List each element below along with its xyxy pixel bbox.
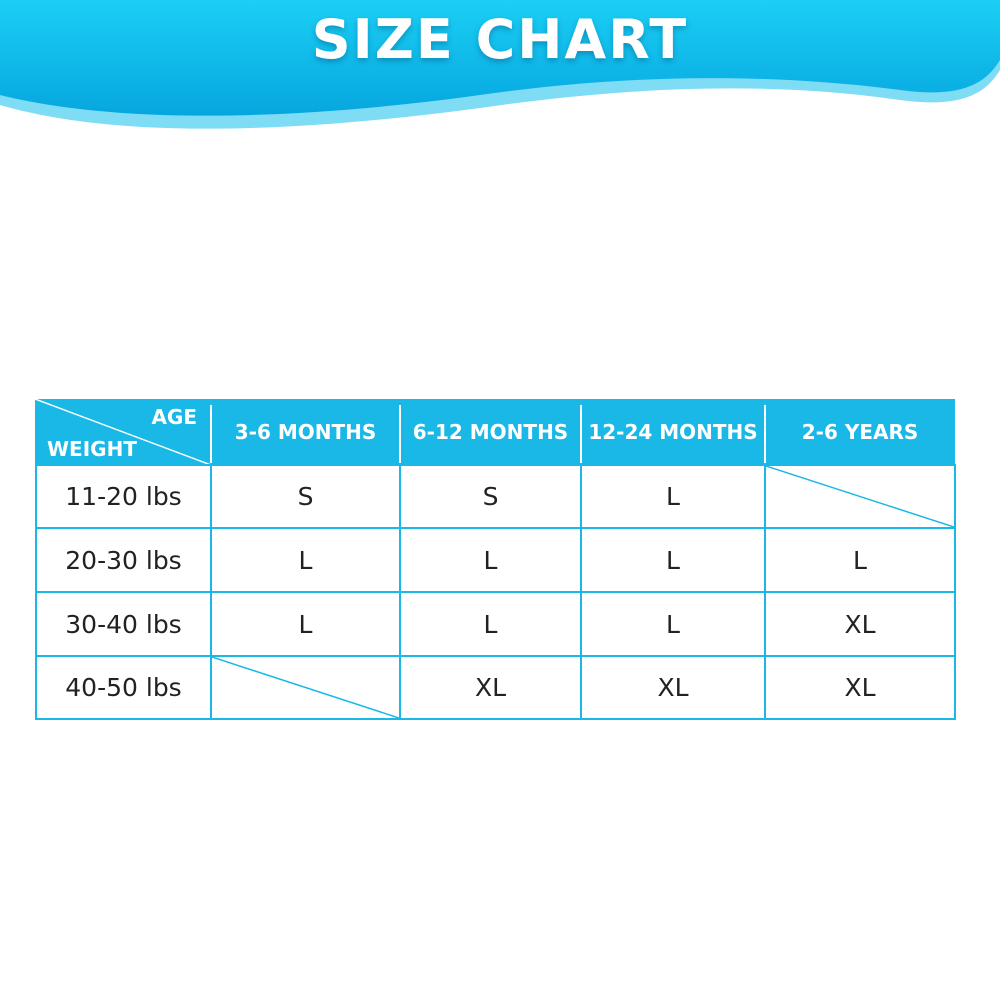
header-wave-banner <box>0 0 1000 129</box>
column-divider <box>580 405 582 463</box>
corner-header-cell: AGE WEIGHT <box>35 399 211 465</box>
size-cell: XL <box>399 655 582 720</box>
weight-cell: 30-40 lbs <box>35 591 212 657</box>
not-available-diagonal-line <box>766 466 954 527</box>
size-chart-table: AGE WEIGHT 3-6 MONTHS 6-12 MONTHS 12-24 MONT… <box>35 399 956 720</box>
size-cell: L <box>210 591 401 657</box>
weight-label: WEIGHT <box>47 437 137 461</box>
weight-cell: 20-30 lbs <box>35 527 212 593</box>
page-title: SIZE CHART <box>311 8 689 71</box>
size-cell: L <box>399 527 582 593</box>
weight-cell: 11-20 lbs <box>35 464 212 529</box>
age-label: AGE <box>151 405 197 429</box>
empty-size-cell <box>210 655 401 720</box>
size-cell: L <box>580 464 766 529</box>
size-cell: XL <box>764 591 956 657</box>
size-cell: XL <box>764 655 956 720</box>
not-available-diagonal-line <box>212 657 399 718</box>
column-divider <box>210 405 212 463</box>
size-cell: L <box>210 527 401 593</box>
column-header: 2-6 YEARS <box>801 420 919 444</box>
weight-cell: 40-50 lbs <box>35 655 212 720</box>
column-header: 3-6 MONTHS <box>234 420 377 444</box>
size-cell: S <box>399 464 582 529</box>
column-header: 6-12 MONTHS <box>412 420 569 444</box>
size-cell: L <box>399 591 582 657</box>
size-cell: L <box>580 527 766 593</box>
size-cell: L <box>764 527 956 593</box>
column-header: 12-24 MONTHS <box>588 420 758 444</box>
corner-diagonal-line <box>35 399 211 465</box>
size-cell: XL <box>580 655 766 720</box>
empty-size-cell <box>764 464 956 529</box>
column-divider <box>764 405 766 463</box>
size-cell: L <box>580 591 766 657</box>
table-header-row: AGE WEIGHT 3-6 MONTHS 6-12 MONTHS 12-24 MONT… <box>35 399 955 465</box>
column-divider <box>399 405 401 463</box>
size-cell: S <box>210 464 401 529</box>
